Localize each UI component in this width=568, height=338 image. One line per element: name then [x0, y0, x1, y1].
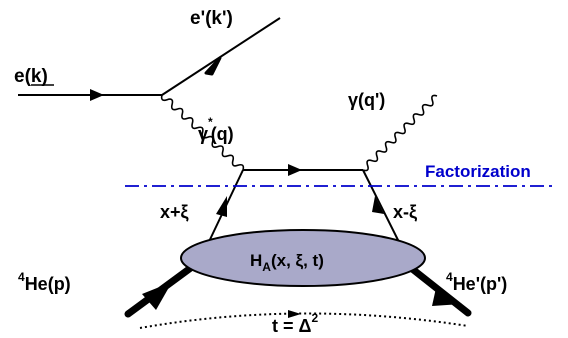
real-photon-line	[362, 94, 438, 172]
real-photon-momentum: (q')	[358, 90, 385, 110]
electron-out-label: e'(k')	[190, 8, 233, 29]
quark-right-arrow	[372, 196, 384, 214]
target-in-text: He(p)	[25, 274, 71, 294]
gpd-blob-h: H	[250, 251, 262, 270]
electron-in-label: e(k)	[14, 66, 48, 87]
momentum-transfer-arc	[139, 312, 469, 329]
target-out-superscript: 4	[446, 270, 453, 284]
target-out-text: He'(p')	[453, 274, 508, 294]
outgoing-electron-arrow	[204, 56, 222, 76]
momentum-transfer-label: t = Δ2	[272, 311, 318, 336]
outgoing-nucleus-line	[402, 260, 472, 317]
gpd-blob-subscript: A	[262, 260, 271, 274]
virtual-photon-line	[160, 94, 245, 171]
gpd-blob	[180, 229, 426, 287]
target-out-label: 4He'(p')	[446, 270, 507, 294]
outgoing-nucleus-arrow	[432, 288, 462, 306]
left-parton-label: x+ξ	[160, 202, 189, 223]
incoming-nucleus-arrow	[142, 282, 172, 310]
gpd-blob-args: (x, ξ, t)	[271, 251, 324, 270]
outgoing-electron-line	[161, 17, 281, 96]
target-in-label: 4He(p)	[18, 270, 71, 294]
right-parton-label: x-ξ	[393, 202, 417, 223]
target-in-superscript: 4	[18, 270, 25, 284]
quark-right-line	[362, 169, 404, 251]
virtual-photon-star: *	[208, 115, 213, 129]
gpd-blob-label: HA(x, ξ, t)	[250, 251, 324, 274]
virtual-photon-label: γ* (q)	[198, 115, 234, 144]
incoming-electron-arrow	[90, 89, 104, 101]
factorization-label: Factorization	[425, 162, 531, 181]
electron-lines	[18, 17, 281, 96]
real-photon-label: γ(q')	[348, 90, 385, 110]
real-photon-symbol: γ	[348, 90, 358, 110]
momentum-transfer-lhs: t = Δ	[272, 316, 312, 336]
virtual-photon-momentum: (q)	[211, 124, 234, 144]
momentum-transfer-superscript: 2	[311, 311, 318, 325]
momentum-transfer-arrow	[288, 310, 301, 318]
virtual-photon-symbol: γ	[198, 124, 208, 144]
quark-top-arrow	[288, 164, 302, 176]
quark-left-arrow	[216, 196, 227, 217]
